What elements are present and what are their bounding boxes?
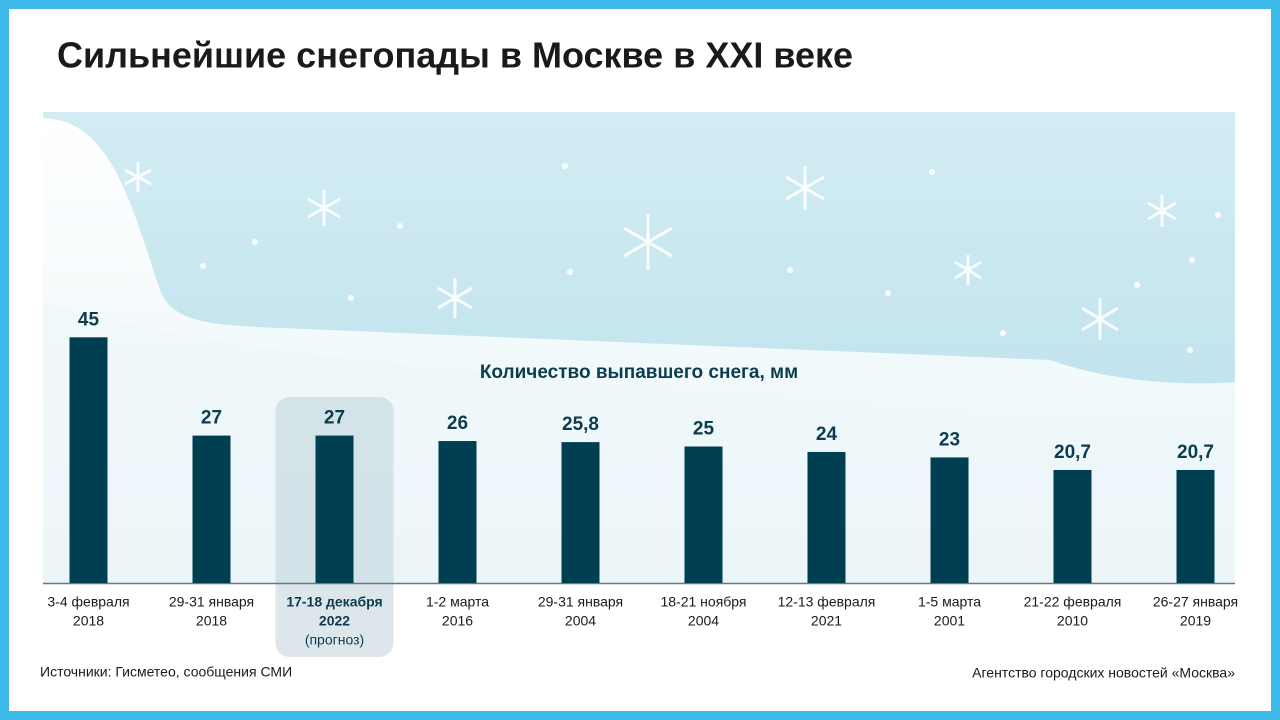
snow-dots [99,153,1221,353]
agency: Агентство городских новостей «Москва» [972,665,1235,681]
x-tick-label: 18-21 ноября [660,594,746,610]
bar [192,435,231,583]
value-label: 24 [816,424,838,445]
x-tick-label: 2022 [319,613,350,629]
bar [1176,469,1215,583]
x-tick-label: 1-2 марта [426,594,489,610]
value-label: 20,7 [1177,442,1214,463]
bar [807,451,846,583]
bar [69,337,108,583]
x-tick-label: 29-31 января [538,594,623,610]
snowflakes [124,162,1177,340]
chart-title: Сильнейшие снегопады в Москве в XXI веке [57,35,853,76]
value-label: 26 [447,413,468,434]
x-tick-label: 26-27 января [1153,594,1238,610]
x-tick-label: 3-4 февраля [47,594,129,610]
bar [1053,469,1092,583]
value-label: 23 [939,429,960,450]
x-tick-label: 21-22 февраля [1024,594,1122,610]
x-tick-label: 29-31 января [169,594,254,610]
x-tick-label: 2004 [565,613,596,629]
x-tick-label: 2019 [1180,613,1211,629]
bar [561,442,600,583]
value-label: 20,7 [1054,442,1091,463]
bar [438,441,477,583]
x-tick-label: 1-5 марта [918,594,981,610]
value-label: 27 [324,408,345,429]
x-tick-label: 2016 [442,613,473,629]
x-tick-label: 2018 [196,613,227,629]
chart-subtitle: Количество выпавшего снега, мм [480,362,798,383]
value-label: 25,8 [562,414,599,435]
x-tick-label: 2018 [73,613,104,629]
value-label: 25 [693,419,715,440]
value-label: 27 [201,408,222,429]
x-tick-label: 2010 [1057,613,1088,629]
sources: Источники: Гисметео, сообщения СМИ [40,664,292,680]
x-tick-label: 12-13 февраля [778,594,876,610]
x-tick-label: (прогноз) [305,632,364,648]
x-tick-label: 2021 [811,613,842,629]
x-tick-label: 2004 [688,613,719,629]
value-label: 45 [78,309,100,330]
bar [315,435,354,583]
plot: 45 3-4 февраля 2018 27 29-31 января 2018 27 17-… [43,309,1238,657]
bar [930,457,969,583]
x-tick-label: 2001 [934,613,965,629]
bar [684,446,723,583]
x-tick-label: 17-18 декабря [286,594,382,610]
